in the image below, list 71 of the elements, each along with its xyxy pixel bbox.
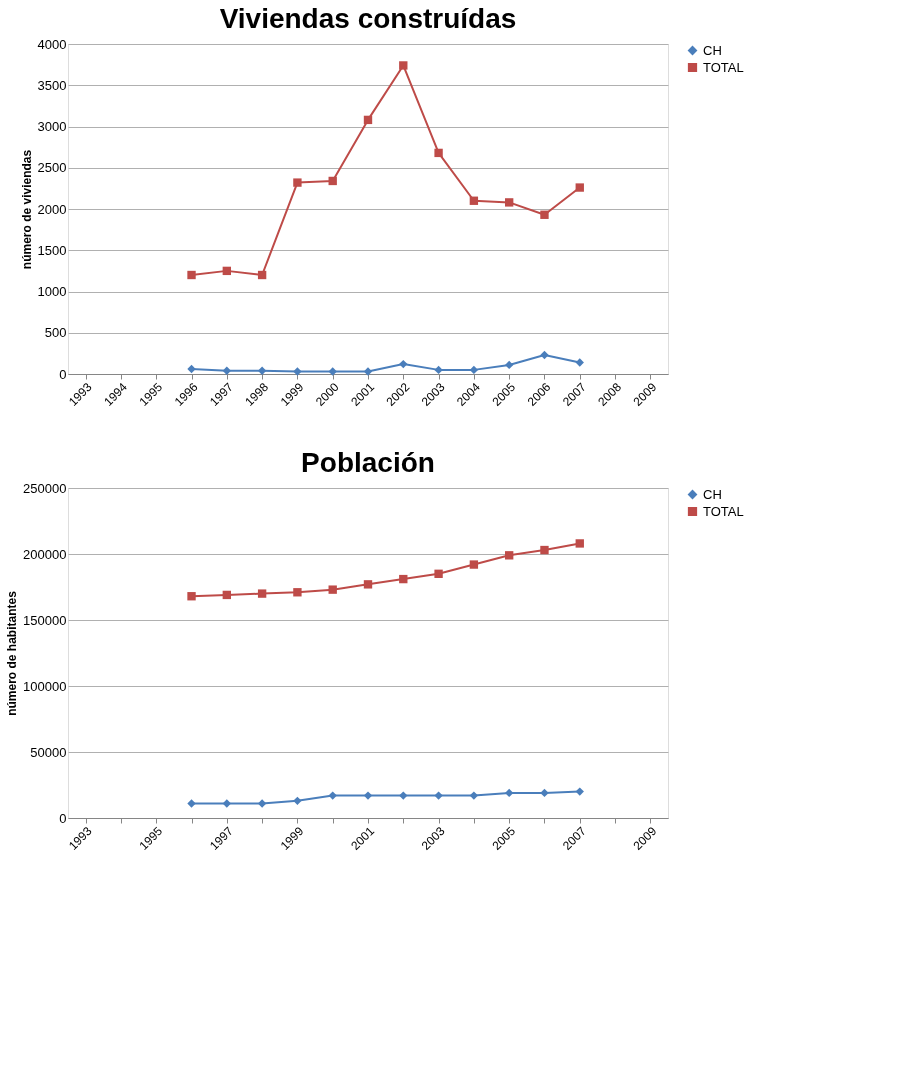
point <box>469 196 479 205</box>
point <box>575 358 584 367</box>
chart-title: Viviendas construídas <box>219 3 517 34</box>
y-tick-label: 150000 <box>23 612 67 628</box>
point <box>434 791 443 800</box>
y-tick-label: 200000 <box>23 546 67 562</box>
y-tick-label: 1000 <box>37 284 67 299</box>
point <box>363 367 373 376</box>
y-tick-label: 0 <box>59 366 67 382</box>
legend-label: TOTAL <box>703 59 744 75</box>
point <box>222 266 232 276</box>
point <box>187 270 196 280</box>
y-tick-label: 250000 <box>23 480 67 496</box>
point <box>504 360 514 370</box>
point <box>504 788 514 798</box>
y-axis-title: número de habitantes <box>5 590 20 716</box>
point <box>504 198 514 207</box>
point <box>434 148 443 158</box>
point <box>363 580 373 589</box>
point <box>540 545 549 555</box>
y-tick-label: 3000 <box>37 119 67 134</box>
point <box>434 569 443 578</box>
point <box>293 588 302 597</box>
legend-label: TOTAL <box>703 503 744 519</box>
point <box>399 791 408 800</box>
point <box>222 799 232 808</box>
legend-label: CH <box>703 486 722 502</box>
y-tick-label: 4000 <box>37 36 67 52</box>
point <box>469 791 479 800</box>
point <box>469 560 479 569</box>
point <box>328 176 337 186</box>
y-tick-label: 2500 <box>37 160 67 176</box>
point <box>328 367 337 376</box>
y-tick-label: 0 <box>59 810 67 826</box>
y-tick-label: 2000 <box>37 201 67 217</box>
point <box>257 799 267 808</box>
y-axis-title: número de viviendas <box>19 149 34 270</box>
point <box>363 115 373 125</box>
y-tick-label: 500 <box>44 325 67 341</box>
point <box>257 270 267 280</box>
point <box>222 590 232 600</box>
point <box>328 791 337 800</box>
point <box>222 366 232 375</box>
y-tick-label: 3500 <box>37 77 67 93</box>
point <box>257 366 267 375</box>
point <box>540 350 549 360</box>
point <box>575 539 584 548</box>
chart-title: Población <box>301 447 435 478</box>
point <box>187 364 196 374</box>
point <box>363 791 373 800</box>
point <box>187 799 196 808</box>
point <box>469 365 479 375</box>
point <box>504 551 514 560</box>
point <box>540 788 549 798</box>
point <box>540 210 549 219</box>
point <box>257 589 267 598</box>
y-tick-label: 50000 <box>30 744 67 760</box>
point <box>434 365 443 375</box>
point <box>293 796 302 806</box>
y-tick-label: 1500 <box>37 242 67 258</box>
point <box>399 61 408 70</box>
point <box>399 359 408 369</box>
point <box>187 592 196 601</box>
point <box>328 585 337 594</box>
point <box>575 183 584 192</box>
y-tick-label: 100000 <box>23 678 67 694</box>
point <box>399 574 408 584</box>
point <box>293 367 302 376</box>
point <box>293 178 302 187</box>
point <box>575 787 584 796</box>
legend-label: CH <box>703 42 722 58</box>
